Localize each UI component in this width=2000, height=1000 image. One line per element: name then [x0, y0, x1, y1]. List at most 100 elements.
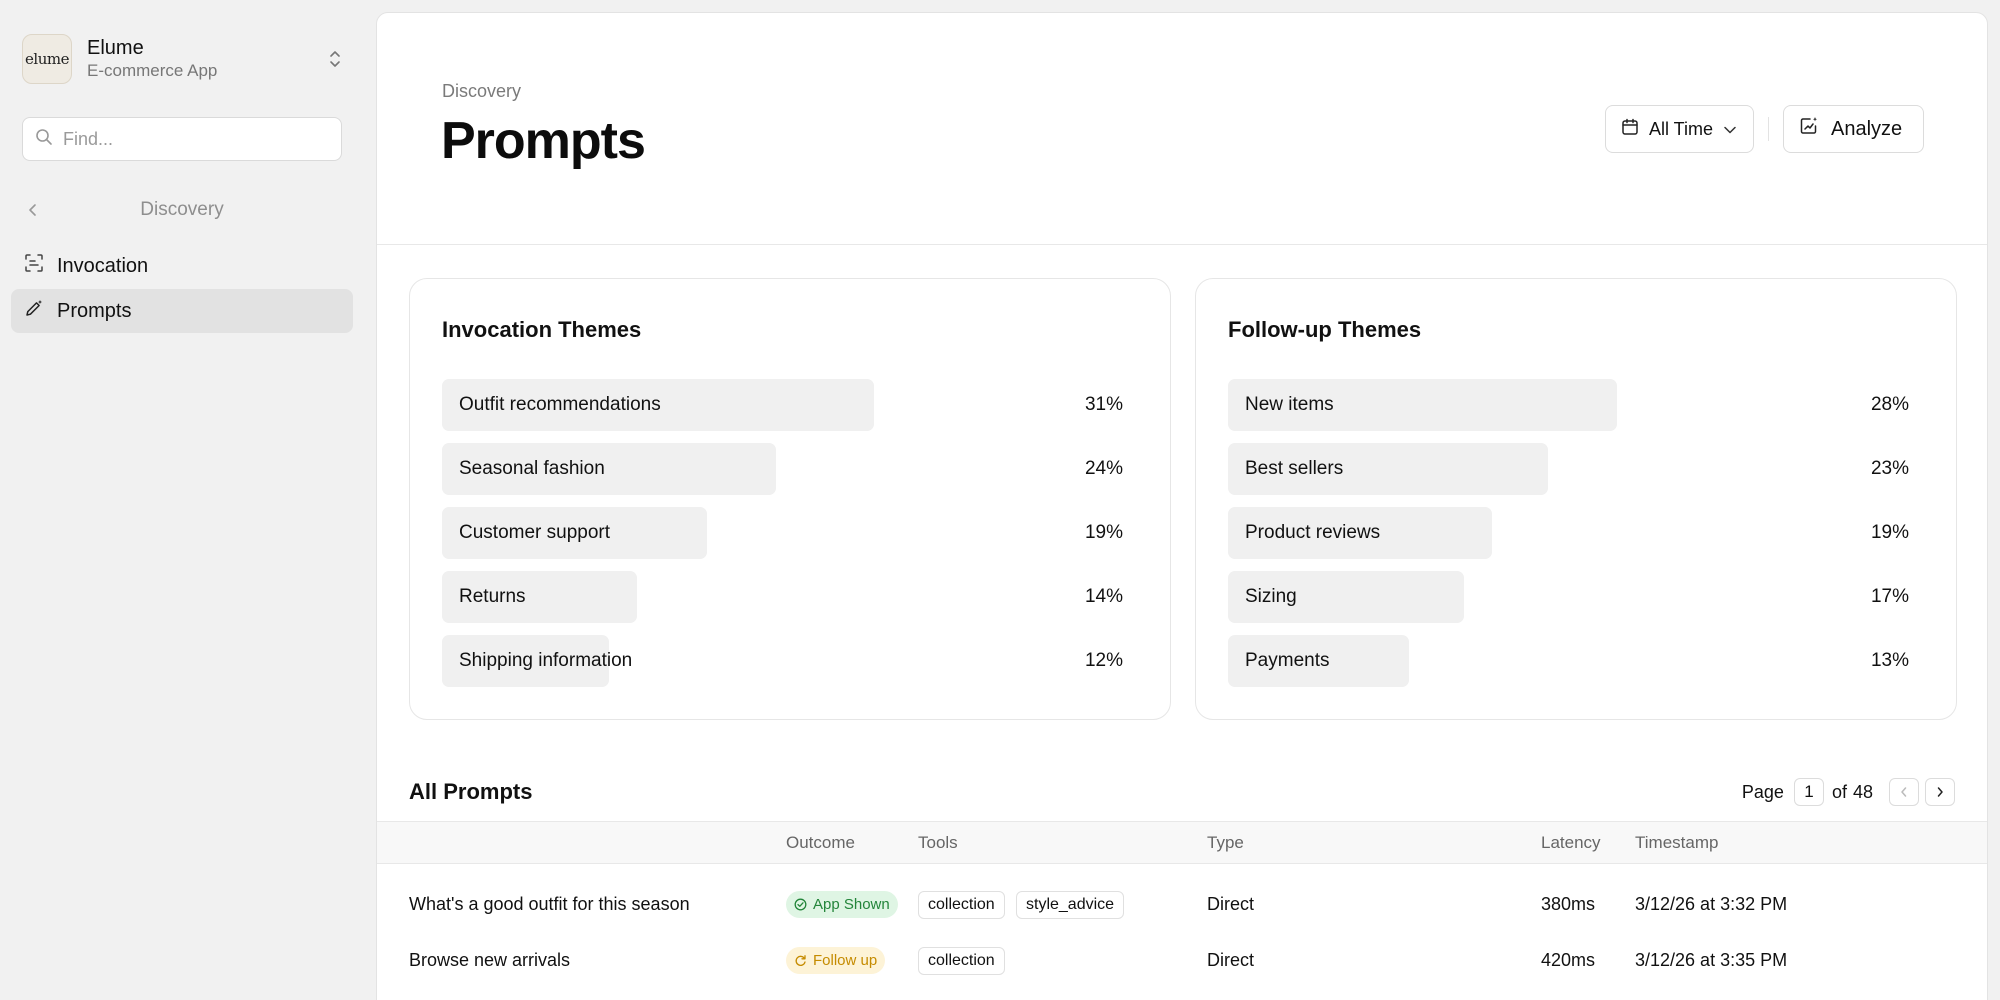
- check-circle-icon: [794, 898, 807, 911]
- theme-bar: [442, 635, 609, 687]
- theme-percent: 13%: [1870, 650, 1909, 671]
- latency-cell: 390ms: [1541, 988, 1595, 1000]
- prompt-text: Browse new arrivals: [409, 950, 571, 970]
- theme-percent: 31%: [1084, 394, 1123, 415]
- logo-text: elume: [25, 50, 69, 68]
- theme-label: Seasonal fashion: [459, 458, 605, 479]
- prev-page-button[interactable]: [1889, 778, 1919, 806]
- sidebar-item-invocation[interactable]: Invocation: [11, 244, 353, 288]
- theme-row[interactable]: Shipping information 12%: [442, 635, 1123, 687]
- pen-sparkle-icon: [24, 298, 44, 324]
- time-filter-dropdown[interactable]: All Time: [1605, 105, 1754, 153]
- column-header-outcome[interactable]: Outcome: [786, 833, 855, 852]
- theme-row[interactable]: New items 28%: [1228, 379, 1909, 431]
- theme-row[interactable]: Customer support 19%: [442, 507, 1123, 559]
- workspace-switcher[interactable]: elume Elume E-commerce App: [22, 33, 347, 85]
- latency-cell: 380ms: [1541, 894, 1596, 914]
- analyze-button[interactable]: Analyze: [1783, 105, 1924, 153]
- time-filter-label: All Time: [1649, 118, 1714, 139]
- theme-percent: 12%: [1084, 650, 1123, 671]
- theme-row[interactable]: Outfit recommendations 31%: [442, 379, 1123, 431]
- next-page-button[interactable]: [1925, 778, 1955, 806]
- column-header-tools[interactable]: Tools: [918, 833, 958, 852]
- theme-label: Shipping information: [459, 650, 633, 671]
- scan-text-icon: [24, 253, 44, 279]
- sidebar-item-label: Invocation: [57, 254, 149, 277]
- theme-row[interactable]: Best sellers 23%: [1228, 443, 1909, 495]
- theme-percent: 28%: [1870, 394, 1909, 415]
- all-prompts-title: All Prompts: [409, 779, 533, 804]
- theme-bar: [1228, 571, 1464, 623]
- outcome-badge: App Shown: [786, 891, 898, 918]
- column-header-type[interactable]: Type: [1207, 833, 1244, 852]
- sidebar-item-prompts[interactable]: Prompts: [11, 289, 353, 333]
- chevron-left-icon[interactable]: [22, 199, 44, 221]
- prompt-text: What's a good outfit for this season: [409, 894, 690, 914]
- theme-bar: [1228, 379, 1617, 431]
- theme-row[interactable]: Product reviews 19%: [1228, 507, 1909, 559]
- theme-label: Returns: [459, 586, 526, 607]
- prompt-text: Apply promo code: [409, 988, 554, 1000]
- theme-percent: 17%: [1870, 586, 1909, 607]
- theme-percent: 19%: [1084, 522, 1123, 543]
- chevron-up-down-icon[interactable]: [325, 47, 345, 71]
- page-number-input[interactable]: 1: [1793, 778, 1824, 806]
- chevron-down-icon: [1723, 119, 1737, 140]
- theme-row[interactable]: Seasonal fashion 24%: [442, 443, 1123, 495]
- timestamp-cell: 3/12/26 at 3:35 PM: [1635, 950, 1788, 970]
- outcome-badge: Follow up: [786, 947, 886, 974]
- refresh-icon: [794, 954, 807, 967]
- theme-row[interactable]: Payments 13%: [1228, 635, 1909, 687]
- theme-label: Payments: [1245, 650, 1330, 671]
- card-title: Follow-up Themes: [1228, 317, 1422, 342]
- search-box[interactable]: [22, 117, 342, 161]
- theme-bar: [442, 443, 776, 495]
- outcome-label: App Shown: [813, 896, 890, 913]
- page-header: Discovery Prompts All Time Analyze: [377, 13, 1987, 245]
- theme-label: New items: [1245, 394, 1334, 415]
- theme-row[interactable]: Returns 14%: [442, 571, 1123, 623]
- analyze-label: Analyze: [1831, 117, 1903, 140]
- timestamp-cell: 3/12/26 at 3:32 PM: [1635, 894, 1788, 914]
- theme-label: Sizing: [1245, 586, 1297, 607]
- page-title: Prompts: [441, 112, 646, 170]
- theme-row[interactable]: Sizing 17%: [1228, 571, 1909, 623]
- theme-percent: 24%: [1084, 458, 1123, 479]
- search-input[interactable]: [63, 128, 313, 150]
- breadcrumb[interactable]: Discovery: [442, 81, 522, 101]
- workspace-subtitle: E-commerce App: [87, 61, 218, 80]
- chevron-right-icon: [1937, 787, 1943, 797]
- column-header-latency[interactable]: Latency: [1541, 833, 1601, 852]
- type-cell: Direct: [1207, 894, 1255, 914]
- analyze-sparkle-icon: [1799, 116, 1819, 142]
- tool-tag: collection: [918, 947, 1005, 975]
- table-row[interactable]: What's a good outfit for this season App …: [377, 876, 1987, 932]
- theme-bar: [1228, 635, 1409, 687]
- of-label: of: [1831, 781, 1847, 802]
- tool-tag: collection: [918, 891, 1005, 919]
- nav-section-header: Discovery: [22, 195, 342, 225]
- chevron-left-icon: [1901, 787, 1907, 797]
- main-panel: Discovery Prompts All Time Analyze Invoc…: [376, 12, 1988, 1000]
- card-title: Invocation Themes: [442, 317, 642, 342]
- total-pages: 48: [1852, 781, 1873, 802]
- table-row[interactable]: Browse new arrivals Follow up collection Di…: [377, 932, 1987, 988]
- table-row[interactable]: Apply promo codeErrorcheckoutpromotionsD…: [377, 988, 1987, 1000]
- invocation-themes-card: Invocation Themes Outfit recommendations…: [409, 278, 1171, 720]
- latency-cell: 420ms: [1541, 950, 1596, 970]
- page-label: Page: [1741, 781, 1784, 802]
- sidebar-item-label: Prompts: [57, 299, 132, 322]
- calendar-icon: [1621, 118, 1639, 141]
- theme-percent: 19%: [1870, 522, 1909, 543]
- theme-percent: 14%: [1084, 586, 1123, 607]
- theme-bar: [442, 571, 637, 623]
- nav-section-label: Discovery: [140, 199, 224, 220]
- theme-bar: [442, 507, 707, 559]
- theme-bar: [1228, 443, 1548, 495]
- column-header-timestamp[interactable]: Timestamp: [1635, 833, 1719, 852]
- divider: [1768, 117, 1769, 141]
- theme-cards: Invocation Themes Outfit recommendations…: [409, 278, 1957, 720]
- type-cell: Direct: [1207, 950, 1255, 970]
- theme-label: Customer support: [459, 522, 611, 543]
- theme-bar: [1228, 507, 1492, 559]
